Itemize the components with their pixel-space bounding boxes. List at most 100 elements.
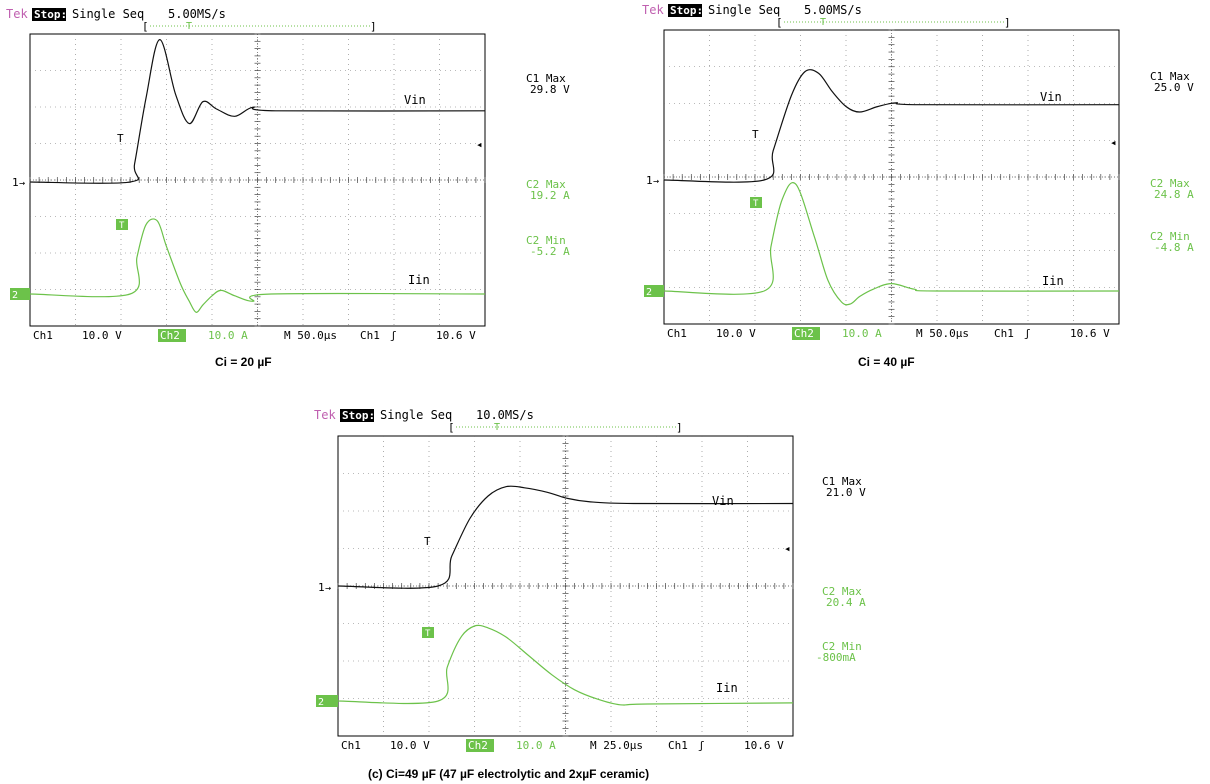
scope-c-c1-max-value: 21.0 V — [826, 486, 866, 499]
scope-a-record-bracket: [ ] T — [142, 20, 377, 33]
scope-c-footer-ch2: Ch2 — [468, 739, 488, 752]
scope-c-readouts: C1 Max 21.0 V C2 Max 20.4 A C2 Min -800m… — [816, 475, 866, 664]
rising-edge-icon: ʃ — [390, 329, 397, 342]
scope-b-footer: Ch1 10.0 V Ch2 10.0 A M 50.0µs Ch1 ʃ 10.… — [667, 327, 1110, 340]
scope-a-vin-trace — [29, 38, 486, 184]
scope-c-ch2-trigger-badge — [422, 627, 434, 638]
scope-a-footer: Ch1 10.0 V Ch2 10.0 A M 50.0µs Ch1 ʃ 10.… — [33, 329, 476, 342]
scope-c-c2-max-label: C2 Max — [822, 585, 862, 598]
scope-c-status: Stop: — [342, 409, 375, 422]
scope-c-vin-trace — [337, 485, 794, 589]
scope-c-c2-min-label: C2 Min — [822, 640, 862, 653]
trigger-level-arrow-icon: ◂ — [476, 138, 483, 151]
scope-b-mode: Single Seq — [708, 3, 780, 17]
scope-b-ch1-trigger-mark: T — [752, 128, 759, 141]
scope-c-footer-ch1-scale: 10.0 V — [390, 739, 430, 752]
scope-c-c2-max-value: 20.4 A — [826, 596, 866, 609]
scope-c-iin-trace — [337, 624, 794, 706]
scope-b-footer-time: M 50.0µs — [916, 327, 969, 340]
scope-a-c2-min-label: C2 Min — [526, 234, 566, 247]
scope-b-status: Stop: — [670, 4, 703, 17]
scope-b-iin-label: Iin — [1042, 274, 1064, 288]
scope-a-ch2-trigger-mark: T — [119, 221, 125, 231]
scope-b-c2-min-value: -4.8 A — [1154, 241, 1194, 254]
scope-a-mode: Single Seq — [72, 7, 144, 21]
scope-b-bracket-trigger: T — [820, 17, 826, 28]
scope-b-footer-trig-level: 10.6 V — [1070, 327, 1110, 340]
scope-c-vin-label: Vin — [712, 494, 734, 508]
scope-a-caption: Ci = 20 µF — [215, 355, 272, 369]
scope-b-ch2-marker: 2 — [646, 287, 652, 298]
scope-a-footer-ch1: Ch1 — [33, 329, 53, 342]
scope-b-brand: Tek — [642, 3, 664, 17]
scope-b-c2-max-value: 24.8 A — [1154, 188, 1194, 201]
scope-b-readouts: C1 Max 25.0 V C2 Max 24.8 A C2 Min -4.8 … — [1150, 70, 1194, 254]
scope-a-vin-label: Vin — [404, 93, 426, 107]
scope-c-c2-min-value: -800mA — [816, 651, 856, 664]
scope-c: Tek Stop: Single Seq 10.0MS/s [ ] T Vin … — [314, 408, 866, 781]
scope-b-plot-area: Vin Iin T T ◂ — [663, 29, 1120, 325]
scope-c-bracket-trigger: T — [494, 422, 500, 433]
scope-b-iin-trace — [663, 182, 1120, 306]
scope-c-caption: (c) Ci=49 µF (47 µF electrolytic and 2xµ… — [368, 767, 649, 781]
scope-a-ch2-marker: 2 — [12, 290, 18, 301]
svg-text:]: ] — [676, 421, 683, 434]
scope-a-footer-trig-level: 10.6 V — [436, 329, 476, 342]
scope-c-ch2-trigger-mark: T — [425, 629, 431, 639]
scope-b-footer-ch1: Ch1 — [667, 327, 687, 340]
ch1-ground-arrow-icon: → — [19, 178, 25, 189]
scope-a-c2-max-value: 19.2 A — [530, 189, 570, 202]
scope-b-footer-trig-ch: Ch1 — [994, 327, 1014, 340]
svg-text:[: [ — [776, 16, 783, 29]
trigger-level-arrow-icon: ◂ — [1110, 136, 1117, 149]
scope-b: Tek Stop: Single Seq 5.00MS/s [ ] T Vin … — [642, 3, 1194, 369]
scope-c-footer-trig-ch: Ch1 — [668, 739, 688, 752]
scope-a-footer-time: M 50.0µs — [284, 329, 337, 342]
scope-c-plot-area: Vin Iin T T ◂ — [337, 435, 794, 737]
scope-b-status-badge — [668, 4, 702, 17]
scope-c-ch2-marker-badge — [316, 695, 338, 707]
scope-a-brand: Tek — [6, 7, 28, 21]
scope-b-rate: 5.00MS/s — [804, 3, 862, 17]
scope-a-footer-ch1-scale: 10.0 V — [82, 329, 122, 342]
scope-b-c1-max-value: 25.0 V — [1154, 81, 1194, 94]
scope-a-ch1-marker: 1 — [12, 176, 19, 189]
scope-b-record-bracket: [ ] T — [776, 16, 1011, 29]
scope-b-c2-max-label: C2 Max — [1150, 177, 1190, 190]
svg-text:[: [ — [448, 421, 455, 434]
scope-b-footer-ch1-scale: 10.0 V — [716, 327, 756, 340]
scope-a-c1-max-label: C1 Max — [526, 72, 566, 85]
scope-b-ch2-trigger-badge — [750, 197, 762, 208]
scope-a-footer-ch2-scale: 10.0 A — [208, 329, 248, 342]
scope-b-ch2-trigger-mark: T — [753, 199, 759, 209]
scope-b-footer-ch2-badge — [792, 327, 820, 340]
scope-a-bracket-trigger: T — [186, 21, 192, 32]
scope-a: Tek Stop: Single Seq 5.00MS/s [ ] T Vin … — [6, 7, 570, 369]
scope-c-brand: Tek — [314, 408, 336, 422]
scope-a-ch2-trigger-badge — [116, 219, 128, 230]
scope-c-rate: 10.0MS/s — [476, 408, 534, 422]
scope-a-iin-trace — [29, 218, 486, 313]
svg-text:]: ] — [1004, 16, 1011, 29]
scope-a-ch2-marker-badge — [10, 288, 30, 300]
scope-a-iin-label: Iin — [408, 273, 430, 287]
ch1-ground-arrow-icon: → — [653, 176, 659, 187]
scope-a-c2-max-label: C2 Max — [526, 178, 566, 191]
scope-a-footer-ch2-badge — [158, 329, 186, 342]
scope-a-c1-max-value: 29.8 V — [530, 83, 570, 96]
scope-b-vin-trace — [663, 69, 1120, 183]
scope-c-ch1-marker: 1 — [318, 581, 325, 594]
scope-b-ch1-marker: 1 — [646, 174, 653, 187]
scope-a-status: Stop: — [34, 8, 67, 21]
scope-c-footer-trig-level: 10.6 V — [744, 739, 784, 752]
scope-a-plot-area: Vin Iin T T ◂ — [29, 33, 486, 327]
scope-c-footer-ch1: Ch1 — [341, 739, 361, 752]
scope-a-ch1-trigger-mark: T — [117, 132, 124, 145]
scope-c-footer-ch2-scale: 10.0 A — [516, 739, 556, 752]
rising-edge-icon: ʃ — [698, 739, 705, 752]
scope-c-footer-time: M 25.0µs — [590, 739, 643, 752]
scope-b-caption: Ci = 40 µF — [858, 355, 915, 369]
scope-c-ch2-marker: 2 — [318, 697, 324, 708]
svg-text:[: [ — [142, 20, 149, 33]
scope-b-footer-ch2-scale: 10.0 A — [842, 327, 882, 340]
